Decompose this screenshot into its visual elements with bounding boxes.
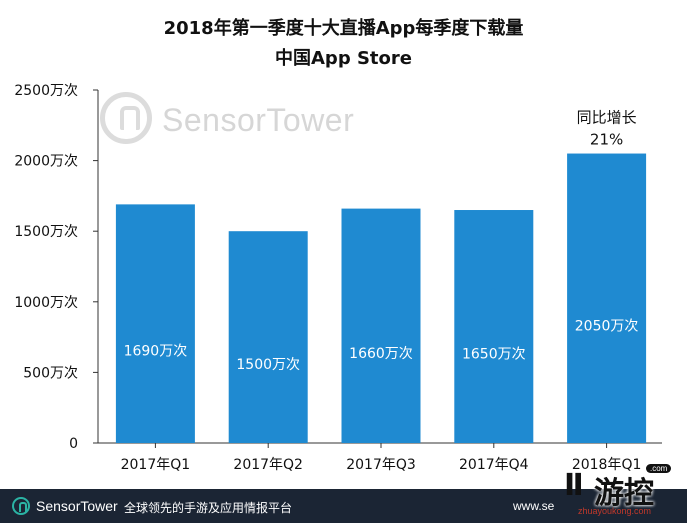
- annotation-line2: 21%: [590, 131, 623, 149]
- chart-subtitle: 中国App Store: [275, 48, 412, 69]
- site-badge-word: 游控: [594, 476, 654, 511]
- data-label: 1500万次: [236, 357, 300, 373]
- site-badge-mark: Ⅱ: [564, 468, 584, 503]
- y-tick-label: 0: [69, 436, 78, 452]
- footer-url[interactable]: www.se: [513, 499, 555, 513]
- bar-chart: 0 500万次 1000万次 1500万次 2000万次 2500万次 2017年Q1 169…: [14, 83, 662, 473]
- bar: [454, 210, 534, 443]
- x-tick-label: 2017年Q2: [233, 457, 303, 473]
- data-label: 2050万次: [575, 318, 639, 334]
- x-tick-label: 2018年Q1: [572, 457, 642, 473]
- data-label: 1650万次: [462, 347, 526, 363]
- x-tick-label: 2017年Q3: [346, 457, 416, 473]
- y-tick-label: 500万次: [23, 365, 78, 381]
- x-tick-label: 2017年Q4: [459, 457, 529, 473]
- footer-bar: SensorTower 全球领先的手游及应用情报平台 www.se: [0, 489, 687, 523]
- bar: [228, 231, 308, 443]
- bar: [341, 208, 421, 443]
- footer-brand: SensorTower: [36, 498, 118, 514]
- sensortower-watermark-icon: [100, 92, 152, 144]
- sensortower-logo-icon: [12, 497, 30, 515]
- chart-title: 2018年第一季度十大直播App每季度下载量: [163, 18, 524, 39]
- watermark-text: SensorTower: [162, 102, 355, 138]
- y-tick-label: 2000万次: [14, 154, 78, 170]
- data-label: 1660万次: [349, 346, 413, 362]
- bar: [115, 204, 195, 443]
- site-watermark-badge: Ⅱ 游控 .com zhuayoukong.com: [564, 464, 682, 518]
- bar: [567, 153, 647, 444]
- y-tick-label: 1000万次: [14, 295, 78, 311]
- site-badge-url: zhuayoukong.com: [578, 506, 652, 516]
- y-tick-label: 2500万次: [14, 83, 78, 99]
- x-tick-label: 2017年Q1: [121, 457, 191, 473]
- annotation-line1: 同比增长: [577, 109, 637, 127]
- data-label: 1690万次: [124, 344, 188, 360]
- y-tick-label: 1500万次: [14, 224, 78, 240]
- site-badge-com: .com: [646, 464, 672, 473]
- footer-slogan: 全球领先的手游及应用情报平台: [124, 501, 293, 515]
